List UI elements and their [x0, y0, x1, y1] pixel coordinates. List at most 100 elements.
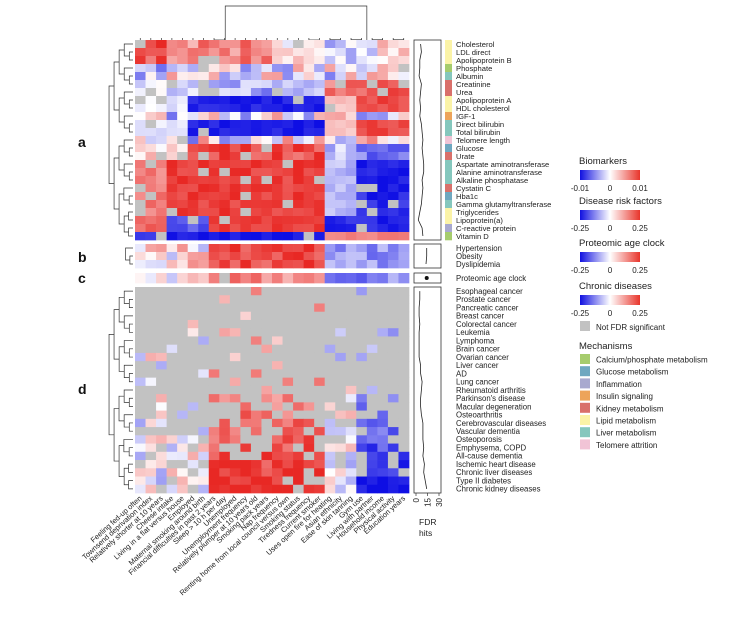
heatmap-cell [250, 112, 262, 121]
heatmap-cell [219, 460, 231, 469]
heatmap-cell [187, 476, 199, 486]
heatmap-cell [156, 120, 167, 129]
heatmap-cell [208, 72, 220, 81]
heatmap-cell [229, 377, 241, 387]
heatmap-cell [345, 273, 357, 284]
heatmap-cell [229, 394, 241, 403]
heatmap-cell [272, 144, 283, 153]
heatmap-cell [377, 418, 389, 428]
heatmap-cell [198, 410, 210, 420]
heatmap-cell [208, 385, 220, 395]
heatmap-cell [240, 295, 252, 304]
heatmap-cell [335, 311, 347, 321]
row-label: Alkaline phosphatase [456, 176, 528, 185]
heatmap-cell [345, 72, 357, 81]
heatmap-cell [219, 104, 231, 113]
heatmap-cell [314, 224, 326, 233]
heatmap-cell [240, 144, 252, 153]
heatmap-cell [398, 160, 410, 169]
heatmap-cell [282, 224, 294, 233]
heatmap-cell [272, 287, 283, 296]
heatmap-cell [135, 311, 146, 321]
heatmap-cell [240, 427, 252, 436]
heatmap-cell [398, 144, 410, 153]
heatmap-cell [335, 418, 347, 428]
row-label: LDL direct [456, 48, 491, 57]
heatmap-cell [198, 104, 210, 113]
mechanism-swatch [445, 192, 452, 201]
heatmap-cell [324, 176, 336, 185]
heatmap-cell [229, 208, 241, 217]
heatmap-cell [356, 451, 368, 461]
heatmap-cell [177, 56, 189, 65]
heatmap-cell [314, 40, 326, 49]
heatmap-cell [187, 232, 199, 241]
heatmap-cell [135, 336, 146, 346]
heatmap-cell [366, 208, 378, 217]
heatmap-cell [293, 64, 304, 73]
heatmap-cell [240, 402, 252, 411]
heatmap-cell [156, 80, 167, 89]
heatmap-cell [250, 144, 262, 153]
heatmap-cell [272, 295, 283, 304]
legend-scale-title: Chronic diseases [579, 281, 652, 292]
dendrogram-branch [329, 38, 341, 41]
heatmap-cell [377, 336, 389, 346]
heatmap-cell [335, 152, 347, 161]
heatmap-cell [166, 168, 178, 177]
heatmap-cell [187, 96, 199, 105]
heatmap-cell [314, 260, 326, 269]
heatmap-cell [229, 64, 241, 73]
heatmap-cell [250, 385, 262, 395]
legend-gradient [580, 210, 640, 220]
heatmap-cell [250, 260, 262, 269]
heatmap-cell [240, 72, 252, 81]
heatmap-cell [398, 287, 410, 296]
heatmap-cell [335, 136, 347, 145]
heatmap-cell [366, 311, 378, 321]
mechanism-swatch [445, 128, 452, 137]
heatmap-cell [135, 136, 146, 145]
heatmap-cell [272, 176, 283, 185]
heatmap-cell [166, 295, 178, 304]
heatmap-cell [366, 96, 378, 105]
heatmap-cell [198, 120, 210, 129]
heatmap-cell [187, 160, 199, 169]
heatmap-cell [250, 344, 262, 354]
heatmap-cell [219, 260, 231, 269]
heatmap-cell [166, 216, 178, 225]
legend-tick-label: 0 [608, 184, 613, 193]
legend-tick-label: -0.01 [571, 184, 590, 193]
heatmap-cell [293, 112, 304, 121]
heatmap-cell [366, 287, 378, 296]
heatmap-cell [250, 120, 262, 129]
heatmap-cell [324, 344, 336, 354]
dendrogram-branch [123, 389, 133, 403]
heatmap-cell [219, 377, 231, 387]
heatmap-cell [250, 96, 262, 105]
heatmap-cell [198, 303, 210, 313]
heatmap-cell [293, 361, 304, 370]
heatmap-cell [272, 40, 283, 49]
heatmap-cell [377, 216, 389, 225]
heatmap-cell [324, 56, 336, 65]
heatmap-cell [135, 451, 146, 461]
heatmap-cell [387, 216, 399, 225]
heatmap-cell [240, 476, 252, 486]
heatmap-cell [398, 96, 410, 105]
legend-mechanism-swatch [580, 415, 590, 425]
heatmap-cell [187, 352, 199, 362]
heatmap-cell [198, 344, 210, 354]
heatmap-cell [219, 328, 231, 337]
heatmap-cell [387, 232, 399, 241]
heatmap-cell [356, 410, 368, 420]
heatmap-cell [166, 112, 178, 121]
heatmap-cell [261, 96, 273, 105]
heatmap-cell [314, 460, 326, 469]
heatmap-cell [387, 104, 399, 113]
heatmap-cell [177, 96, 189, 105]
heatmap-cell [156, 427, 167, 436]
heatmap-cell [356, 144, 368, 153]
heatmap-cell [314, 273, 326, 284]
heatmap-cell [356, 224, 368, 233]
